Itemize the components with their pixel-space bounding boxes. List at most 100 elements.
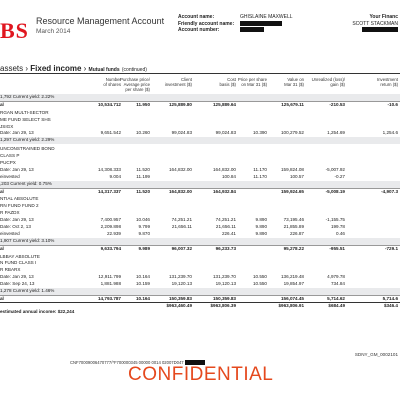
row-label: Date: Jan 29, 13	[0, 217, 34, 223]
table-cell: 159,924.65	[281, 188, 304, 194]
table-cell: 164,932.84	[213, 188, 236, 194]
table-cell: 7,400.957	[100, 217, 121, 223]
table-cell: 74,251.21	[171, 217, 192, 223]
table-cell: 96,007.32	[171, 245, 192, 251]
column-header: Number of shares	[103, 77, 121, 87]
table-cell: 100,279.52	[281, 130, 304, 136]
table-cell: 21,656.11	[215, 224, 236, 230]
table-cell: 11.199	[136, 173, 150, 179]
table-cell: -955.51	[329, 245, 345, 251]
table-cell: 96,233.73	[215, 245, 236, 251]
table-row: RN FUND FUND 2	[0, 203, 400, 210]
table-cell: 10.550	[252, 274, 267, 280]
row-label: 1,792 Current yield: 2.22%	[0, 94, 55, 99]
header-divider	[0, 73, 400, 74]
column-header: Cost basis ($)	[219, 77, 236, 87]
account-number-label: Account number:	[178, 27, 220, 34]
row-label: Date: Oct 2, 13	[0, 224, 31, 230]
table-cell: 11.520	[136, 166, 150, 172]
statement-title-text: Resource Management Account	[36, 16, 165, 26]
table-cell: 150,359.83	[213, 295, 236, 301]
table-row: einvested 22.939 9.870 226.41 9.890 226.87 0.4…	[0, 231, 400, 238]
table-cell: 164,832.00	[169, 166, 192, 172]
table-cell: 0.46	[336, 230, 345, 236]
table-cell: 125,889.64	[213, 101, 236, 107]
table-cell: 11.170	[253, 173, 267, 179]
row-label: LBBAY ABSOLUTE	[0, 253, 40, 259]
table-cell: 11.170	[253, 166, 267, 172]
row-label: al	[0, 245, 4, 251]
account-info: Account name: GHISLAINE MAXWELL Friendly…	[178, 14, 330, 34]
table-cell: 19,120.13	[171, 281, 192, 287]
table-cell: 125,889.80	[169, 101, 192, 107]
table-cell: 131,239.70	[213, 274, 236, 280]
table-row: al 9,633.794 9.989 96,007.32 96,233.73 95,278…	[0, 244, 400, 252]
holdings-table: 1,792 Current yield: 2.22% al 10,534.712 11…	[0, 94, 400, 316]
table-cell: $346.4	[383, 302, 398, 308]
column-header: Investment return ($)	[376, 77, 398, 87]
row-label: N FUND CLASS I	[0, 260, 37, 266]
table-row: CLASS P	[0, 153, 400, 160]
table-row: 1,792 Current yield: 2.22%	[0, 94, 400, 101]
table-cell: -0.27	[334, 173, 345, 179]
table-cell: 95,278.22	[283, 245, 304, 251]
table-cell: 4,979.78	[327, 274, 345, 280]
account-name-value: GHISLAINE MAXWELL	[240, 14, 293, 20]
table-row: UNCONSTRAINED BOND	[0, 146, 400, 153]
table-cell: 5,714.6	[382, 295, 398, 301]
table-row: al 10,534.712 11.950 125,889.80 125,889.64 12…	[0, 100, 400, 108]
table-cell: 199.78	[330, 224, 345, 230]
row-label: Date: Jan 29, 13	[0, 130, 34, 136]
document-code: CNF70009006470777/*F700000345 00000 0014…	[70, 360, 205, 366]
table-cell: 9.890	[255, 217, 268, 223]
row-label: NTIAL ABSOLUTE	[0, 196, 39, 202]
row-label: al	[0, 295, 4, 301]
table-cell: 9.890	[255, 230, 268, 236]
table-cell: 10.046	[135, 217, 150, 223]
row-label: RGAN MULTI-SECTOR	[0, 109, 49, 115]
table-cell: -210.53	[329, 101, 345, 107]
table-cell: 10.390	[252, 130, 267, 136]
row-label: R PAZDX	[0, 210, 20, 216]
table-cell: 1,254.6	[382, 130, 398, 136]
table-cell: 14,317.337	[98, 188, 121, 194]
table-cell: 136,219.48	[281, 274, 304, 280]
table-row: NTIAL ABSOLUTE	[0, 196, 400, 203]
table-row: ME FUND SELECT SHS	[0, 117, 400, 124]
table-cell: 9.989	[138, 245, 151, 251]
table-row: estimated annual income: $22,244	[0, 309, 400, 316]
table-row: R PAZDX	[0, 210, 400, 217]
table-cell: 9.004	[109, 173, 122, 179]
row-label: UNCONSTRAINED BOND	[0, 146, 55, 152]
account-name-label: Account name:	[178, 14, 215, 20]
table-cell: 1,881.988	[100, 281, 121, 287]
table-cell: 131,239.70	[169, 274, 192, 280]
table-cell: -1,155.75	[325, 217, 345, 223]
table-row: einvested 9.004 11.199 100.84 11.170 100.57 -0…	[0, 174, 400, 181]
table-cell: 9,633.794	[100, 245, 121, 251]
table-row: Date: Jan 29, 13 7,400.957 10.046 74,251.21…	[0, 217, 400, 224]
table-cell: 73,195.46	[283, 217, 304, 223]
row-label: CLASS P	[0, 153, 20, 159]
table-cell: 9.890	[255, 224, 268, 230]
table-cell: 1,254.69	[327, 130, 345, 136]
row-label: einvested	[0, 230, 20, 236]
column-header: Unrealized (loss)/gain ($)	[311, 77, 345, 87]
table-cell: $963,460.49	[166, 302, 192, 308]
table-row: ,203 Current yield: 0.75%	[0, 180, 400, 188]
table-cell: 5,714.62	[327, 295, 345, 301]
table-cell: 156,074.45	[281, 295, 304, 301]
table-cell: 9.870	[138, 230, 151, 236]
table-cell: $684.49	[328, 302, 345, 308]
table-row: JSIGX	[0, 124, 400, 131]
table-cell: 12,911.799	[98, 274, 121, 280]
table-row: $963,460.49 $963,806.39 $963,806.91 $684.49…	[0, 301, 400, 309]
document-reference: SDNY_GM_0002101	[354, 352, 398, 357]
table-cell: 100.57	[289, 173, 304, 179]
table-cell: 10.164	[135, 295, 150, 301]
table-cell: 10.550	[252, 281, 267, 287]
column-header: Price per share on Mar 31 ($)	[237, 77, 267, 87]
table-row: N FUND CLASS I	[0, 260, 400, 267]
row-label: 1,297 Current yield: 2.29%	[0, 137, 55, 143]
table-row: Date: Jan 29, 13 12,911.799 10.164 131,239.…	[0, 274, 400, 281]
